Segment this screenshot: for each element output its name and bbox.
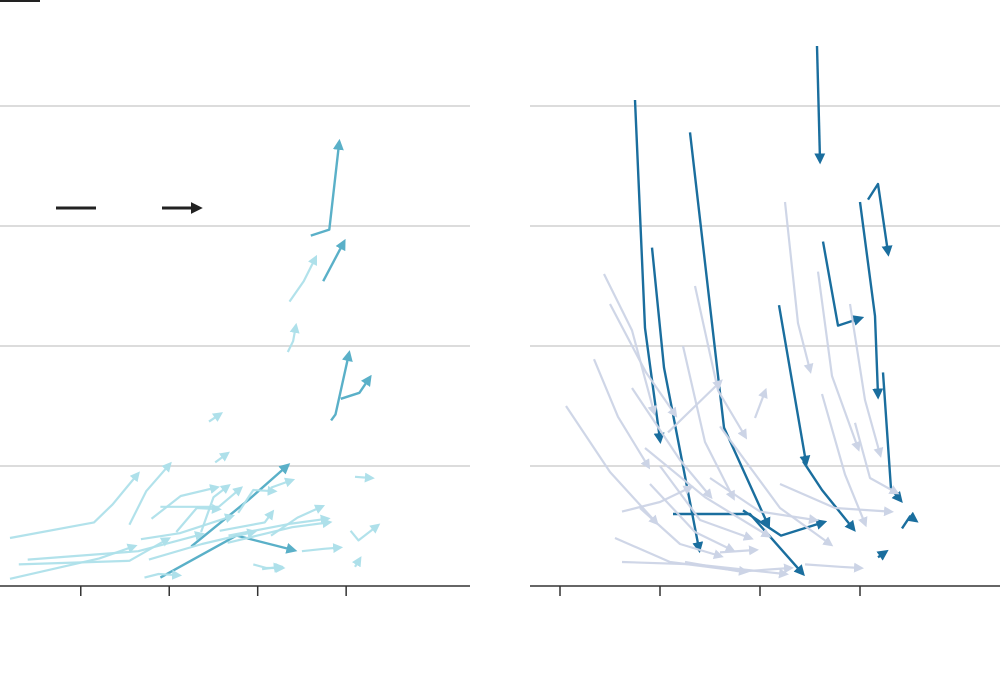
right-arrow-highlight-8 <box>881 372 903 503</box>
right-arrow-faded-38 <box>804 562 864 573</box>
right-arrow-faded-34 <box>779 482 894 517</box>
left-arrow-highlight-2 <box>330 350 353 422</box>
left-arrow-faded-6 <box>288 254 318 303</box>
right-arrow-highlight-3 <box>814 45 826 165</box>
right-arrow-faded-25 <box>719 425 834 547</box>
right-arrow-faded-33 <box>684 560 794 574</box>
left-arrow-faded-9 <box>9 543 138 580</box>
left-arrow-faded-14 <box>150 484 220 520</box>
right-arrows <box>565 45 919 579</box>
right-arrow-faded-24 <box>820 393 868 528</box>
right-gridlines <box>530 105 1000 467</box>
right-arrow-highlight-4 <box>777 304 811 467</box>
right-arrow-faded-35 <box>853 422 900 495</box>
right-arrow-highlight-7 <box>866 182 893 257</box>
left-arrow-faded-29 <box>354 472 375 483</box>
right-arrow-highlight-6 <box>858 201 884 400</box>
left-arrow-faded-30 <box>214 451 230 464</box>
left-arrow-faded-23 <box>140 513 236 541</box>
right-arrow-highlight-11 <box>742 509 828 537</box>
right-arrow-faded-40 <box>719 545 759 556</box>
left-panel <box>0 105 470 596</box>
right-arrow-faded-37 <box>639 507 724 560</box>
left-arrow-faded-32 <box>270 477 296 489</box>
left-arrow-faded-15 <box>219 509 275 532</box>
left-arrow-faded-8 <box>9 471 140 540</box>
right-arrow-faded-14 <box>603 273 658 416</box>
left-arrow-highlight-4 <box>190 463 291 548</box>
left-arrow-faded-24 <box>175 503 222 533</box>
right-arrow-faded-29 <box>649 483 736 552</box>
right-arrow-faded-22 <box>816 271 861 452</box>
right-arrow-faded-36 <box>709 477 819 525</box>
left-gridlines <box>0 105 470 467</box>
left-arrow-faded-31 <box>208 412 224 423</box>
left-arrow-highlight-1 <box>322 238 346 282</box>
left-arrow-faded-13 <box>200 483 231 533</box>
right-arrow-highlight-1 <box>650 247 704 554</box>
right-arrow-faded-21 <box>783 201 814 374</box>
left-arrow-faded-22 <box>144 569 183 580</box>
left-arrow-highlight-3 <box>340 374 372 400</box>
right-panel <box>530 45 1000 596</box>
left-arrow-faded-16 <box>237 485 278 514</box>
left-arrow-faded-11 <box>128 461 172 526</box>
right-arrow-faded-17 <box>609 303 678 418</box>
right-arrow-faded-26 <box>644 447 772 538</box>
right-arrow-highlight-2 <box>688 132 771 529</box>
right-arrow-faded-20 <box>693 285 748 440</box>
left-arrow-faded-7 <box>286 322 300 353</box>
right-arrow-highlight-12 <box>901 511 919 530</box>
right-arrow-highlight-5 <box>821 241 865 327</box>
right-arrow-faded-30 <box>667 379 723 434</box>
left-arrows <box>9 138 381 580</box>
right-arrow-faded-16 <box>565 405 659 526</box>
right-arrow-faded-19 <box>681 345 735 501</box>
right-arrow-faded-31 <box>753 387 768 419</box>
right-x-axis <box>530 585 1000 596</box>
left-arrow-faded-21 <box>27 531 205 561</box>
left-arrow-highlight-0 <box>310 138 344 237</box>
left-x-axis <box>0 585 470 596</box>
right-arrow-faded-18 <box>631 387 713 500</box>
left-arrow-highlight-5 <box>159 534 298 579</box>
left-arrow-faded-28 <box>349 523 381 542</box>
left-arrow-faded-20 <box>148 528 258 561</box>
right-arrow-highlight-13 <box>876 549 889 561</box>
right-arrow-faded-15 <box>592 358 651 470</box>
right-arrow-faded-39 <box>621 485 694 513</box>
right-arrow-faded-28 <box>621 560 789 579</box>
right-arrow-highlight-9 <box>801 460 856 532</box>
left-arrow-faded-25 <box>301 543 344 554</box>
left-arrow-faded-33 <box>352 556 362 568</box>
right-arrow-faded-23 <box>848 303 884 458</box>
right-arrow-faded-32 <box>659 465 754 541</box>
left-arrow-faded-27 <box>261 562 284 573</box>
right-arrow-highlight-0 <box>633 99 665 444</box>
